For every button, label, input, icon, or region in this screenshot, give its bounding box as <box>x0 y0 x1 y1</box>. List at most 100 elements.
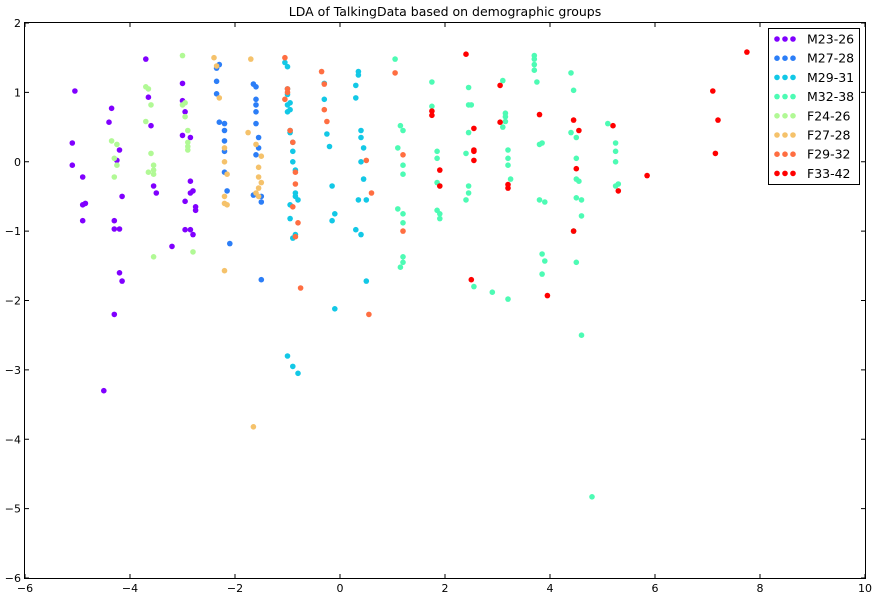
data-point <box>150 167 157 173</box>
data-point <box>497 119 503 125</box>
data-point <box>570 117 577 123</box>
legend-item-M29-31: M29-31 <box>774 70 854 85</box>
data-point <box>366 311 372 318</box>
data-point <box>363 278 370 284</box>
data-point <box>221 267 228 274</box>
data-point <box>710 88 716 94</box>
x-tick-label: 0 <box>337 582 344 595</box>
series-F27-28 <box>211 54 265 430</box>
data-point <box>143 56 149 62</box>
data-point <box>471 148 477 155</box>
data-point <box>69 140 76 146</box>
data-point <box>258 276 265 283</box>
data-point <box>400 152 406 158</box>
data-point <box>489 289 496 296</box>
data-point <box>108 105 115 112</box>
data-point <box>576 127 582 134</box>
legend-marker <box>790 93 796 100</box>
y-axis-tick-labels: 2 1 0 −1 −2 −3 −4 −5 −6 <box>5 17 21 585</box>
data-point <box>190 249 196 255</box>
data-point <box>497 82 503 89</box>
data-point <box>544 292 551 299</box>
data-point <box>505 185 511 191</box>
data-point <box>187 134 194 141</box>
data-point <box>463 197 469 203</box>
data-point <box>190 188 196 194</box>
data-point <box>358 231 364 238</box>
data-point <box>612 148 619 155</box>
data-point <box>284 102 291 108</box>
data-point <box>465 129 472 136</box>
legend-item-F29-32: F29-32 <box>774 147 851 162</box>
data-point <box>290 363 296 370</box>
data-points <box>69 49 750 500</box>
data-point <box>573 195 580 201</box>
data-point <box>145 86 152 92</box>
data-point <box>116 147 123 153</box>
data-point <box>329 217 335 224</box>
legend-box <box>768 28 860 185</box>
data-point <box>502 118 509 125</box>
series-M27-28 <box>213 61 265 283</box>
plot-area <box>24 22 866 579</box>
legend-item-F27-28: F27-28 <box>774 128 851 143</box>
data-point <box>190 231 196 238</box>
data-point <box>318 68 325 75</box>
data-point <box>368 190 375 196</box>
legend-marker <box>782 36 788 42</box>
x-tick-label: −4 <box>122 582 138 595</box>
data-point <box>400 127 406 134</box>
data-point <box>106 119 112 125</box>
data-point <box>224 188 230 194</box>
legend-item-M27-28: M27-28 <box>774 51 854 66</box>
data-point <box>224 202 230 208</box>
data-point <box>329 183 335 189</box>
data-point <box>395 206 401 212</box>
data-point <box>578 197 585 203</box>
data-point <box>400 253 406 260</box>
data-point <box>324 118 330 125</box>
data-point <box>536 111 543 118</box>
legend-marker <box>790 36 796 42</box>
legend-marker <box>790 132 796 138</box>
data-point <box>576 178 582 184</box>
data-point <box>295 220 301 226</box>
data-point <box>284 63 291 70</box>
data-point <box>536 141 543 148</box>
data-point <box>111 217 118 224</box>
data-point <box>111 226 118 232</box>
data-point <box>82 200 89 207</box>
data-point <box>332 211 338 217</box>
axis-ticks <box>24 22 866 579</box>
data-point <box>255 174 262 180</box>
data-point <box>500 124 506 130</box>
data-point <box>505 162 511 168</box>
data-point <box>468 102 475 108</box>
data-point <box>116 270 123 276</box>
x-tick-label: 6 <box>652 582 659 595</box>
data-point <box>284 89 291 96</box>
data-point <box>610 122 616 129</box>
legend-label: M32-38 <box>807 89 854 104</box>
data-point <box>578 332 585 339</box>
data-point <box>400 211 406 217</box>
data-point <box>536 197 543 203</box>
legend-marker <box>782 74 788 81</box>
data-point <box>292 233 299 240</box>
data-point <box>253 96 259 103</box>
data-point <box>221 138 228 144</box>
data-point <box>253 141 259 148</box>
data-point <box>282 59 288 66</box>
data-point <box>145 94 152 100</box>
data-point <box>258 153 265 159</box>
data-point <box>321 81 328 87</box>
data-point <box>72 88 78 94</box>
data-point <box>471 283 477 290</box>
legend-marker <box>790 170 796 177</box>
data-point <box>400 171 406 177</box>
data-point <box>355 72 362 78</box>
data-point <box>213 63 220 69</box>
data-point <box>353 95 359 101</box>
data-point <box>255 134 262 141</box>
data-point <box>284 109 291 115</box>
